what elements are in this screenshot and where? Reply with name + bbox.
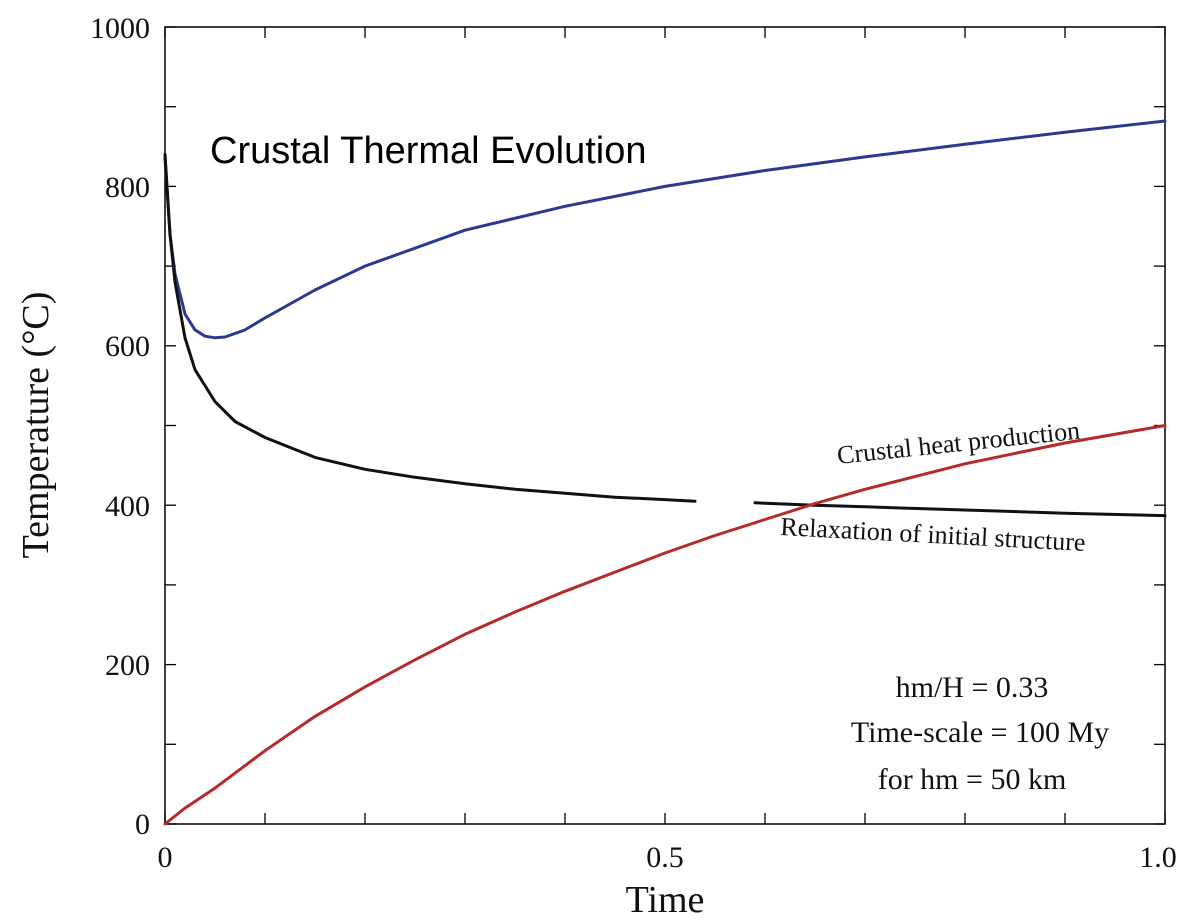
x-tick-label-0: 0	[158, 841, 173, 874]
annotation-time-scale: Time-scale = 100 My	[851, 716, 1109, 749]
x-axis-title: Time	[626, 879, 705, 921]
y-tick-label-1: 200	[105, 649, 150, 682]
series-line-1	[163, 153, 1167, 518]
y-tick-label-2: 400	[105, 490, 150, 523]
y-tick-label-5: 1000	[90, 12, 150, 45]
y-axis-title: Temperature (°C)	[15, 292, 57, 559]
axis-ticks	[164, 26, 1166, 825]
series-line-0	[163, 119, 1167, 340]
chart-title: Crustal Thermal Evolution	[210, 130, 646, 172]
x-tick-label-2: 1.0	[1139, 841, 1177, 874]
series-layer	[163, 119, 1167, 826]
series-line-2	[163, 424, 1167, 826]
x-tick-label-1: 0.5	[646, 841, 684, 874]
y-tick-label-4: 800	[105, 171, 150, 204]
y-tick-label-0: 0	[135, 808, 150, 841]
annotation-hm-depth: for hm = 50 km	[878, 763, 1067, 796]
y-tick-label-3: 600	[105, 330, 150, 363]
label-relaxation-initial-structure: Relaxation of initial structure	[780, 512, 1087, 557]
annotation-hm-ratio: hm/H = 0.33	[896, 671, 1049, 704]
label-crustal-heat-production: Crustal heat production	[836, 416, 1082, 470]
